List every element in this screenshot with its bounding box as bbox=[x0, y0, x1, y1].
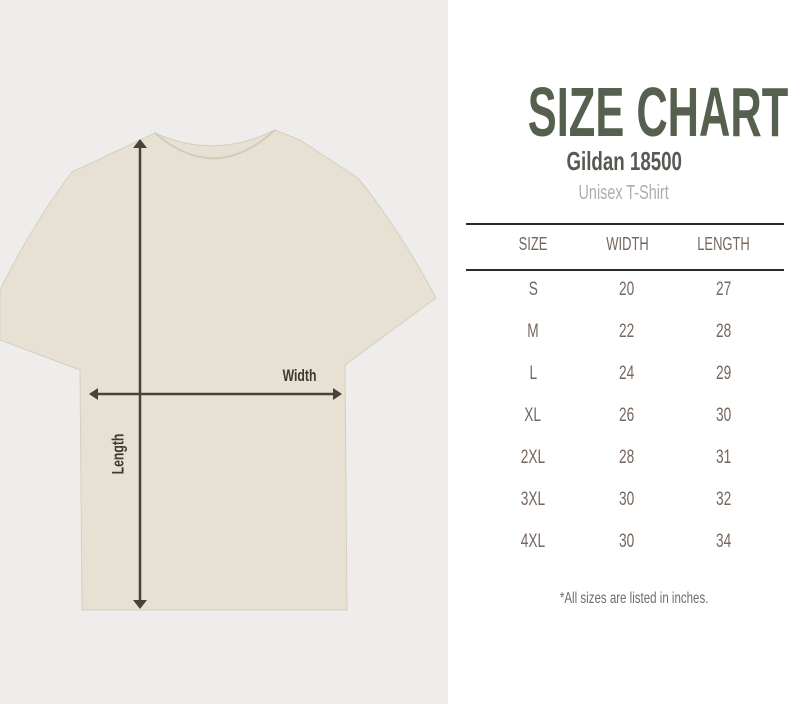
table-cell-size: 3XL bbox=[520, 489, 546, 510]
table-cell-width: 22 bbox=[619, 321, 635, 342]
table-cell-size: XL bbox=[524, 405, 542, 426]
table-cell-size: M bbox=[527, 321, 539, 342]
page-title: SIZE CHART bbox=[527, 73, 789, 151]
model-name: Gildan 18500 bbox=[566, 146, 682, 176]
length-arrow-head-top bbox=[133, 139, 147, 148]
width-arrow-head-left bbox=[89, 388, 98, 400]
table-cell-width: 20 bbox=[619, 279, 635, 300]
table-cell-width: 30 bbox=[619, 489, 635, 510]
length-arrow-head-bottom bbox=[133, 600, 147, 609]
width-arrow-head-right bbox=[333, 388, 342, 400]
table-cell-length: 29 bbox=[716, 363, 732, 384]
column-header-width: WIDTH bbox=[605, 234, 649, 254]
length-label: Length bbox=[108, 433, 128, 475]
table-cell-width: 26 bbox=[619, 405, 635, 426]
tshirt-collar bbox=[154, 129, 276, 160]
width-label: Width bbox=[282, 366, 317, 385]
table-cell-width: 24 bbox=[619, 363, 635, 384]
table-cell-length: 34 bbox=[716, 531, 732, 552]
table-cell-length: 28 bbox=[716, 321, 732, 342]
table-cell-size: 2XL bbox=[520, 447, 546, 468]
table-cell-length: 32 bbox=[716, 489, 732, 510]
table-cell-size: L bbox=[529, 363, 537, 384]
table-top-rule bbox=[466, 223, 784, 225]
product-subtitle: Unisex T-Shirt bbox=[578, 182, 670, 204]
table-cell-width: 30 bbox=[619, 531, 635, 552]
column-header-length: LENGTH bbox=[697, 234, 751, 254]
table-cell-size: 4XL bbox=[520, 531, 546, 552]
table-cell-length: 30 bbox=[716, 405, 732, 426]
tshirt-diagram bbox=[0, 129, 437, 611]
product-image-panel: Width Length bbox=[0, 0, 448, 704]
table-cell-width: 28 bbox=[619, 447, 635, 468]
table-cell-length: 31 bbox=[716, 447, 732, 468]
table-cell-length: 27 bbox=[716, 279, 732, 300]
column-header-size: SIZE bbox=[518, 234, 548, 254]
table-header-rule bbox=[466, 269, 784, 271]
footnote: *All sizes are listed in inches. bbox=[559, 590, 709, 607]
tshirt-shape bbox=[0, 129, 437, 611]
table-cell-size: S bbox=[528, 279, 538, 300]
